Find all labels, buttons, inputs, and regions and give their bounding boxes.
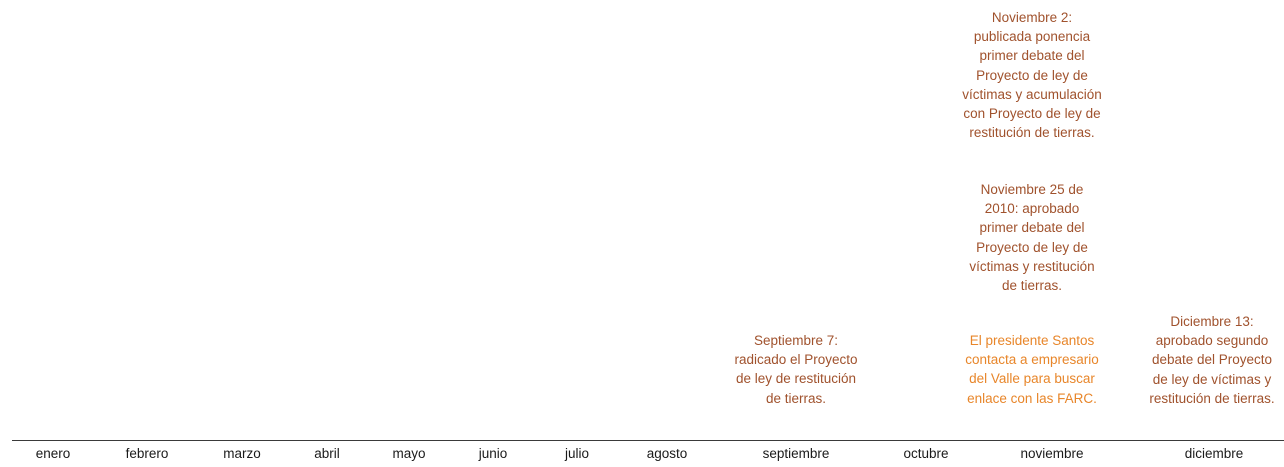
event-nov-25-line: 2010: aprobado (984, 201, 1080, 217)
month-label-abril: abril (314, 446, 340, 461)
event-nov-2-line: Proyecto de ley de (976, 67, 1088, 83)
event-santos-line: enlace con las FARC. (967, 390, 1097, 406)
event-dec-13-line: de ley de víctimas y (1152, 371, 1272, 387)
event-dec-13-line: restitución de tierras. (1149, 390, 1275, 406)
event-santos-line: contacta a empresario (965, 352, 1099, 368)
event-sep-7-line: Septiembre 7: (753, 333, 839, 348)
event-dec-13-line: aprobado segundo (1155, 333, 1269, 349)
event-nov-25: Noviembre 25 de 2010: aprobado primer de… (962, 180, 1102, 295)
event-sep-7-line: de tierras. (765, 390, 827, 406)
event-nov-25-line: Noviembre 25 de (980, 182, 1084, 197)
event-nov-2-line: primer debate del (979, 48, 1085, 64)
month-label-noviembre: noviembre (1020, 446, 1084, 461)
month-label-septiembre: septiembre (762, 446, 830, 461)
month-label-enero: enero (35, 446, 71, 461)
month-label-octubre: octubre (903, 446, 949, 461)
event-santos-line: El presidente Santos (969, 333, 1095, 348)
month-label-mayo: mayo (392, 446, 426, 461)
event-nov-2-line: Noviembre 2: (991, 10, 1073, 25)
event-nov-2-line: con Proyecto de ley de (963, 106, 1101, 122)
event-dec-13-line: Diciembre 13: (1170, 314, 1254, 329)
event-santos-farc: El presidente Santos contacta a empresar… (962, 331, 1102, 408)
month-label-febrero: febrero (125, 446, 169, 461)
month-label-julio: julio (564, 446, 590, 461)
event-nov-25-line: primer debate del (979, 220, 1085, 236)
month-label-agosto: agosto (646, 446, 688, 461)
event-nov-2-line: restitución de tierras. (969, 125, 1095, 141)
event-nov-25-line: víctimas y restitución (969, 258, 1095, 274)
month-label-marzo: marzo (223, 446, 261, 461)
event-nov-2-line: publicada ponencia (973, 29, 1091, 45)
event-dec-13: Diciembre 13: aprobado segundo debate de… (1140, 312, 1284, 408)
timeline-axis (12, 440, 1284, 441)
event-sep-7-line: de ley de restitución (735, 371, 857, 387)
event-nov-25-line: Proyecto de ley de (976, 239, 1088, 255)
event-sep-7: Septiembre 7: radicado el Proyecto de le… (726, 331, 866, 408)
event-nov-2-line: víctimas y acumulación (962, 86, 1102, 102)
event-nov-2: Noviembre 2: publicada ponencia primer d… (962, 8, 1102, 142)
event-santos-line: del Valle para buscar (969, 371, 1095, 387)
event-dec-13-line: debate del Proyecto (1151, 352, 1273, 368)
event-nov-25-line: de tierras. (1001, 278, 1063, 294)
month-label-diciembre: diciembre (1184, 446, 1244, 461)
event-sep-7-line: radicado el Proyecto (734, 352, 858, 368)
month-label-junio: junio (478, 446, 508, 461)
